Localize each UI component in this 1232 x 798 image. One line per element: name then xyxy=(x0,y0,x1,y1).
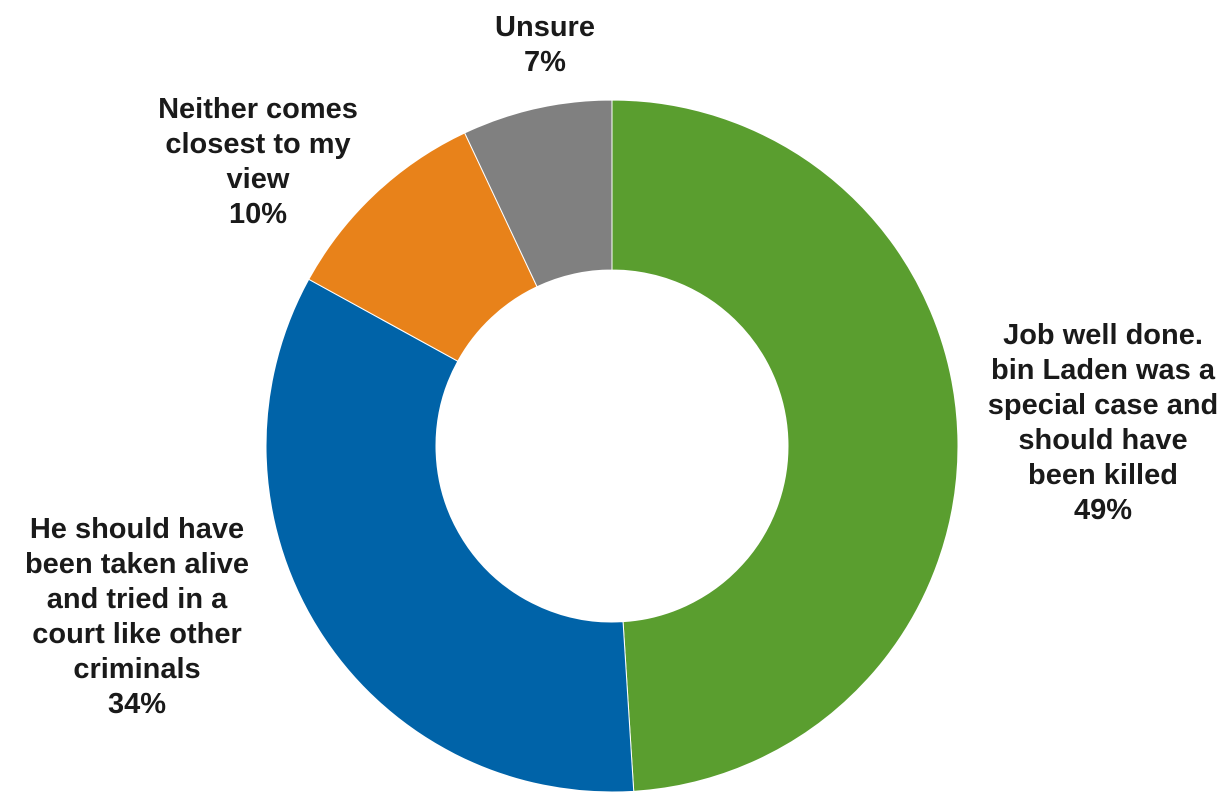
label-line: been killed xyxy=(1028,459,1178,491)
donut-slice-1 xyxy=(611,99,959,792)
slice-percentage: 34% xyxy=(107,688,167,720)
slice-label-neither: Neither comes closest to my view 10% xyxy=(158,92,358,232)
donut-slice-2 xyxy=(265,278,635,793)
slice-percentage: 10% xyxy=(228,198,288,230)
label-line: bin Laden was a xyxy=(991,354,1215,386)
label-line: been taken alive xyxy=(24,548,250,580)
label-line: Neither comes xyxy=(158,93,358,125)
label-line: and tried in a xyxy=(46,583,228,615)
slice-label-unsure: Unsure 7% xyxy=(495,10,595,80)
slice-label-job-well-done: Job well done. bin Laden was a special c… xyxy=(988,318,1219,528)
label-line: view xyxy=(226,163,290,195)
donut-slice-4 xyxy=(464,99,613,288)
slices-group xyxy=(265,99,959,793)
slice-percentage: 49% xyxy=(1073,494,1133,526)
label-line: closest to my xyxy=(165,128,351,160)
label-line: He should have xyxy=(29,513,245,545)
label-line: Job well done. xyxy=(1003,319,1203,351)
label-line: Unsure xyxy=(495,11,595,43)
label-line: special case and xyxy=(987,389,1219,421)
label-line: should have xyxy=(1018,424,1188,456)
slice-percentage: 7% xyxy=(524,46,566,78)
label-line: criminals xyxy=(73,653,201,685)
slice-label-taken-alive: He should have been taken alive and trie… xyxy=(25,512,249,722)
label-line: court like other xyxy=(32,618,242,650)
